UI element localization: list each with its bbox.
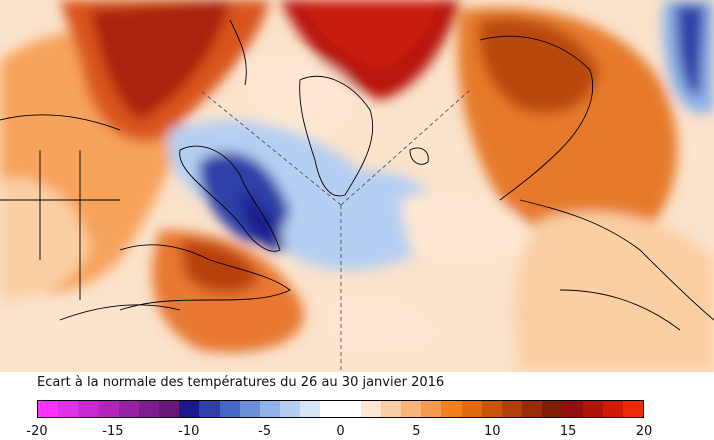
coastlines (0, 19, 714, 331)
colorbar-tick-label: -15 (102, 424, 124, 439)
colorbar-segment (340, 401, 361, 417)
colorbar-segment (501, 401, 523, 417)
colorbar-segment (481, 401, 502, 417)
colorbar-segment (38, 401, 59, 417)
temperature-anomaly-map (0, 0, 714, 372)
colorbar-tick-label: 5 (412, 424, 421, 439)
colorbar-tick-label: -20 (26, 424, 48, 439)
colorbar-segment (622, 401, 644, 417)
colorbar-segment (118, 401, 139, 417)
colorbar-segment (179, 401, 200, 417)
colorbar-segment (582, 401, 603, 417)
colorbar-tick-label: 20 (635, 424, 653, 439)
colorbar-segment (300, 401, 321, 417)
colorbar-tick-label: 0 (336, 424, 345, 439)
colorbar-segment (58, 401, 79, 417)
colorbar-segment (259, 401, 281, 417)
colorbar-segment (159, 401, 180, 417)
colorbar-segment (461, 401, 482, 417)
graticule (199, 89, 471, 372)
colorbar-segment (421, 401, 442, 417)
colorbar (37, 400, 644, 418)
colorbar-segment (219, 401, 240, 417)
colorbar-segment (602, 401, 623, 417)
colorbar-segment (542, 401, 563, 417)
colorbar-segment (280, 401, 301, 417)
colorbar-segment (239, 401, 260, 417)
colorbar-segment (441, 401, 462, 417)
colorbar-segment (199, 401, 220, 417)
colorbar-segment (78, 401, 99, 417)
colorbar-segment (360, 401, 381, 417)
colorbar-segment (562, 401, 583, 417)
colorbar-segment (380, 401, 402, 417)
colorbar-tick-label: 10 (483, 424, 501, 439)
colorbar-segment (522, 401, 543, 417)
anomaly-field (0, 0, 714, 372)
legend-title: Ecart à la normale des températures du 2… (37, 375, 445, 390)
colorbar-tick-label: -10 (178, 424, 200, 439)
colorbar-segment (320, 401, 341, 417)
colorbar-tick-label: 15 (559, 424, 577, 439)
colorbar-segment (401, 401, 422, 417)
colorbar-segment (138, 401, 160, 417)
colorbar-tick-label: -5 (258, 424, 272, 439)
colorbar-segment (98, 401, 119, 417)
